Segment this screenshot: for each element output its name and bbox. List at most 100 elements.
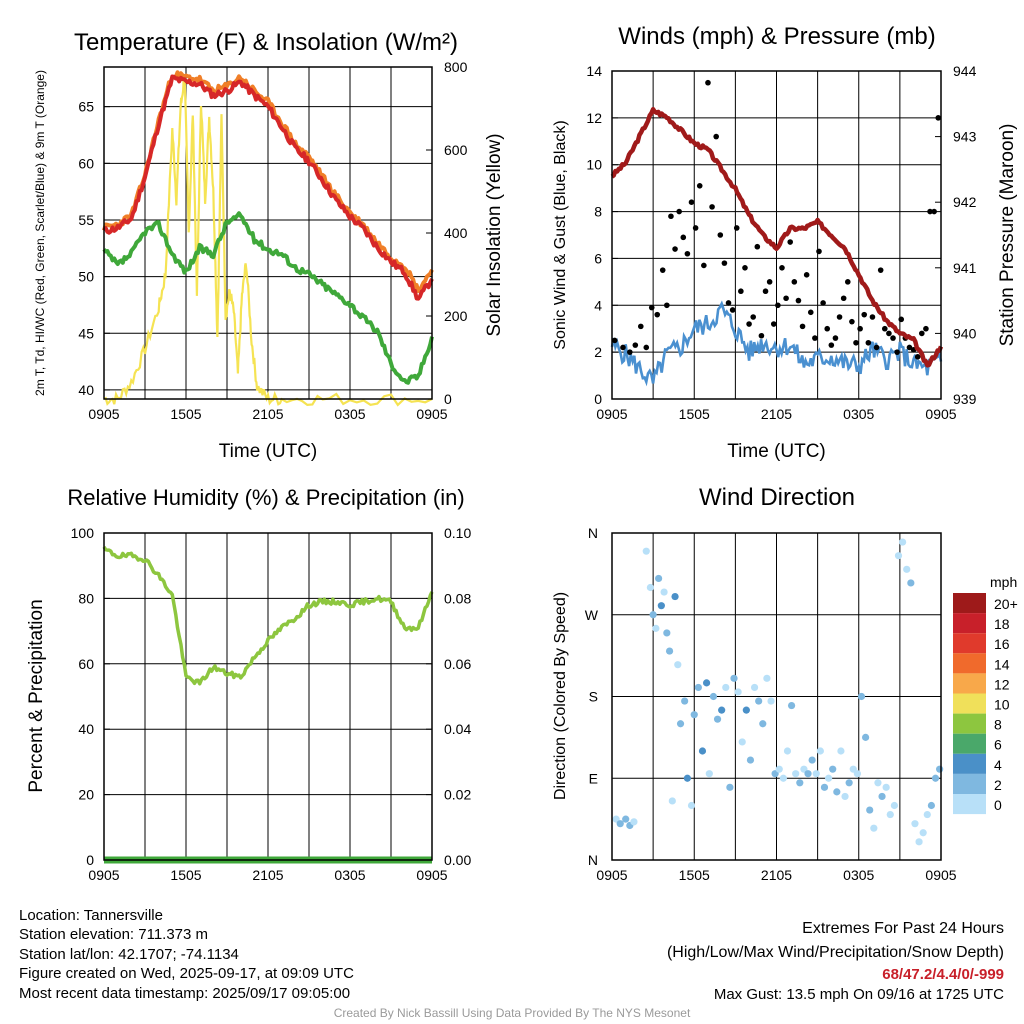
gust-point	[832, 335, 839, 341]
direction-point	[837, 747, 845, 755]
y-right-tick-label: 0.06	[444, 656, 471, 672]
gust-point	[865, 339, 872, 346]
gust-point	[820, 300, 826, 306]
gust-point	[894, 349, 900, 355]
gust-point	[873, 344, 880, 351]
y-tick-label: 50	[78, 269, 94, 285]
direction-point	[919, 829, 927, 837]
y-right-tick-label: 940	[953, 325, 977, 341]
y-tick-label: 6	[594, 250, 602, 266]
gust-point	[795, 297, 802, 304]
x-tick-label: 0905	[925, 867, 956, 883]
chart-title: Wind Direction	[699, 484, 855, 511]
speed-legend: mph 20+ 18 16 14 12 10 8 6 4 2 0	[953, 574, 1018, 815]
direction-point	[730, 674, 738, 682]
direction-point	[709, 692, 718, 701]
legend-swatch	[953, 673, 986, 694]
y-tick-label: S	[589, 689, 598, 705]
direction-point	[886, 810, 894, 819]
direction-point	[616, 820, 624, 828]
gust-point	[857, 325, 863, 332]
gust-point	[684, 250, 691, 257]
direction-point	[927, 801, 936, 810]
direction-point	[857, 692, 866, 701]
x-tick-label: 0305	[843, 406, 874, 422]
direction-point	[759, 720, 767, 728]
gust-point	[637, 323, 644, 330]
y-tick-label: 65	[78, 99, 94, 115]
plot-frame	[103, 66, 433, 400]
direction-point	[652, 624, 660, 632]
gust-point	[672, 246, 678, 252]
recent-timestamp: Most recent data timestamp: 2025/09/17 0…	[19, 984, 351, 1002]
direction-point	[936, 765, 944, 773]
gust-point	[877, 267, 884, 273]
y-right-tick-label: 400	[444, 225, 468, 241]
gust-point	[828, 342, 835, 348]
plot-frame	[103, 532, 433, 861]
gust-point	[906, 344, 913, 351]
direction-point	[646, 583, 654, 592]
gust-point	[725, 300, 732, 306]
direction-point	[665, 647, 674, 655]
gust-point	[643, 344, 650, 351]
legend-label: 6	[994, 737, 1002, 753]
gust-point	[787, 239, 794, 245]
direction-point	[742, 706, 750, 714]
gust-point	[840, 295, 847, 302]
panel-2: 0 2 4 6 8 10 12 14 939 940 941 942 943 944 0905 1505 210…	[552, 23, 1018, 462]
y-right-tick-label: 941	[953, 260, 977, 276]
direction-point	[931, 774, 940, 782]
legend-swatch	[953, 713, 986, 734]
direction-point	[718, 706, 726, 714]
direction-point	[787, 701, 796, 710]
gust-point	[914, 354, 921, 360]
direction-point	[657, 602, 665, 610]
direction-point	[853, 770, 861, 778]
y-tick-label: 40	[78, 721, 94, 737]
chart-title: Relative Humidity (%) & Precipitation (i…	[67, 485, 464, 510]
y-tick-label: 20	[78, 787, 94, 803]
direction-point	[911, 820, 919, 828]
gust-point	[849, 318, 855, 325]
gust-point	[717, 232, 724, 238]
gust-point	[709, 204, 715, 210]
gust-point	[927, 208, 933, 215]
gust-point	[775, 302, 781, 309]
credit-line: Created By Nick Bassill Using Data Provi…	[333, 1006, 691, 1020]
legend-swatch	[953, 633, 986, 654]
y-right-tick-label: 0.04	[444, 721, 471, 737]
x-tick-label: 0905	[88, 867, 119, 883]
x-tick-label: 0305	[843, 867, 874, 883]
y-right-tick-label: 0.02	[444, 787, 471, 803]
gust-point	[692, 225, 699, 231]
gust-point	[816, 248, 822, 255]
direction-point	[894, 552, 903, 560]
y-tick-label: 60	[78, 656, 94, 672]
direction-point	[738, 738, 746, 746]
gust-point	[762, 288, 769, 295]
x-tick-label: 1505	[170, 867, 201, 883]
gust-point	[696, 183, 703, 189]
station-location: Location: Tannersville	[19, 907, 163, 924]
y-tick-label: 2	[594, 344, 602, 360]
direction-point	[824, 774, 833, 782]
direction-point	[763, 674, 771, 682]
direction-point	[775, 765, 783, 773]
direction-point	[660, 588, 668, 596]
x-tick-label: 0905	[596, 867, 627, 883]
direction-point	[676, 720, 685, 728]
direction-point	[792, 770, 800, 778]
direction-point	[903, 565, 911, 573]
legend-label: 16	[994, 636, 1010, 652]
x-tick-label: 0305	[334, 867, 365, 883]
x-tick-label: 0905	[416, 406, 447, 422]
gust-point	[783, 295, 789, 302]
direction-point	[698, 747, 707, 755]
legend-swatch	[953, 773, 986, 794]
y-tick-label: 12	[586, 110, 602, 126]
extremes-subtitle: (High/Low/Max Wind/Precipitation/Snow De…	[666, 944, 1004, 961]
gust-point	[620, 344, 626, 351]
y-tick-label: N	[588, 852, 598, 868]
